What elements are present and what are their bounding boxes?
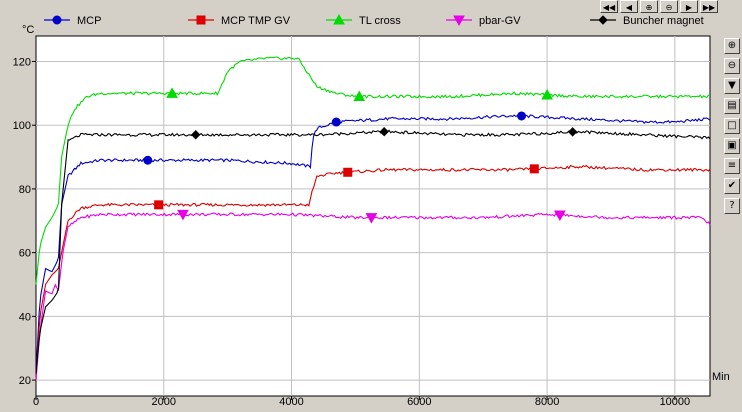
series-tl-cross — [35, 56, 711, 285]
x-tick-label: 2000 — [152, 396, 176, 407]
zoom-in-icon[interactable]: ⊕ — [640, 0, 658, 13]
data-point-marker — [331, 117, 341, 127]
series-line — [35, 56, 711, 285]
first-page-icon[interactable]: ◀◀ — [600, 0, 618, 13]
legend-item: pbar-GV — [446, 15, 521, 27]
x-tick-label: 10000 — [660, 396, 691, 407]
legend-item: TL cross — [326, 13, 401, 27]
zoom-out-icon[interactable]: ⊖ — [724, 58, 740, 74]
series-mcp-tmp-gv — [35, 164, 711, 381]
zoom-out-icon[interactable]: ⊖ — [660, 0, 678, 13]
previous-page-icon[interactable]: ◀ — [620, 0, 638, 13]
x-tick-label: 8000 — [535, 396, 559, 407]
legend-label: MCP — [77, 15, 101, 27]
data-point-marker — [529, 164, 539, 174]
y-tick-label: 20 — [19, 375, 31, 387]
legend-marker — [52, 15, 62, 25]
series-mcp — [35, 111, 711, 374]
data-point-marker — [353, 90, 366, 102]
y-tick-label: 40 — [19, 311, 31, 323]
check-icon[interactable]: ✔ — [724, 178, 740, 194]
data-point-marker — [379, 127, 389, 137]
legend-item: Buncher magnet — [590, 15, 704, 27]
navigation-toolbar: ◀◀ ◀ ⊕ ⊖ ▶ ▶▶ — [600, 0, 718, 14]
legend-marker — [196, 15, 206, 25]
help-icon[interactable]: ? — [724, 198, 740, 214]
series-layer — [35, 56, 711, 381]
legend-item: MCP TMP GV — [188, 15, 291, 27]
legend-marker — [598, 15, 608, 25]
y-tick-label: 80 — [19, 184, 31, 196]
data-point-marker — [541, 88, 553, 100]
data-point-marker — [517, 111, 527, 121]
data-point-marker — [191, 130, 201, 140]
side-toolbar: ⊕ ⊖ ▼ ▤ □ ▣ ≡ ✔? — [724, 38, 740, 214]
open-file-icon[interactable]: ▤ — [724, 98, 740, 114]
legend-label: TL cross — [359, 15, 401, 27]
legend-marker — [333, 13, 345, 25]
legend-label: Buncher magnet — [623, 15, 704, 27]
next-page-icon[interactable]: ▶ — [680, 0, 698, 13]
x-unit-label: Min — [712, 371, 730, 383]
y-tick-label: 100 — [13, 120, 31, 132]
series-line — [35, 164, 711, 381]
data-point-marker — [143, 155, 153, 165]
line-style-icon[interactable]: ≡ — [724, 158, 740, 174]
series-buncher-magnet — [35, 127, 711, 374]
data-point-marker — [166, 87, 178, 98]
data-point-marker — [567, 127, 578, 137]
save-icon[interactable]: ▣ — [724, 138, 740, 154]
zoom-in-icon[interactable]: ⊕ — [724, 38, 740, 54]
x-tick-label: 4000 — [279, 396, 303, 407]
legend-label: pbar-GV — [479, 15, 521, 27]
legend-marker — [453, 15, 465, 27]
data-point-marker — [177, 209, 189, 221]
y-unit-label: °C — [22, 24, 34, 36]
last-page-icon[interactable]: ▶▶ — [700, 0, 718, 13]
axis-labels: °C Min 0 2000 4000 6000 8000 10000 20 40 60 80 100… — [13, 24, 730, 408]
window-icon[interactable]: □ — [724, 118, 740, 134]
legend: MCP MCP TMP GV TL cross pbar-GV Buncher magn… — [44, 13, 704, 27]
legend-label: MCP TMP GV — [221, 15, 291, 27]
grid-lines — [36, 36, 710, 396]
data-point-marker — [365, 213, 378, 224]
y-tick-label: 120 — [13, 56, 31, 68]
legend-item: MCP — [44, 15, 101, 27]
data-point-marker — [343, 167, 353, 177]
data-point-marker — [154, 200, 164, 210]
y-tick-label: 60 — [19, 248, 31, 260]
x-tick-label: 0 — [33, 396, 39, 407]
x-tick-label: 6000 — [407, 396, 431, 407]
data-point-marker — [554, 210, 566, 222]
series-pbar-gv — [35, 209, 711, 381]
series-line — [35, 129, 711, 374]
dropdown-arrow-icon[interactable]: ▼ — [724, 78, 740, 94]
